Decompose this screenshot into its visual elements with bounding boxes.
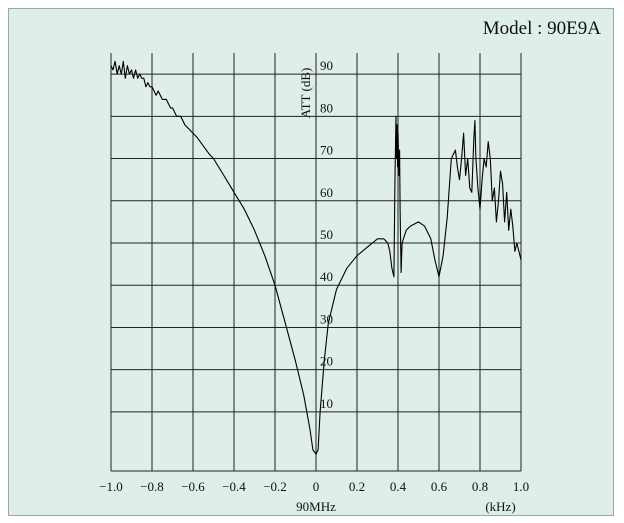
y-tick-label: 90 <box>320 58 333 73</box>
x-tick-label: −0.4 <box>222 479 246 494</box>
x-tick-label: −0.8 <box>140 479 164 494</box>
x-tick-label: 1.0 <box>513 479 529 494</box>
y-tick-label: 80 <box>320 100 333 115</box>
x-tick-label: 0.2 <box>349 479 365 494</box>
y-tick-label: 50 <box>320 227 333 242</box>
y-tick-label: 70 <box>320 143 333 158</box>
y-tick-label: 40 <box>320 269 333 284</box>
x-tick-label: 0.8 <box>472 479 488 494</box>
x-tick-labels: −1.0 −0.8 −0.6 −0.4 −0.2 0 0.2 0.4 0.6 0.8 1.0 <box>99 479 529 494</box>
y-axis-label: ATT (dB) <box>298 68 313 119</box>
attenuation-curve <box>110 60 522 455</box>
x-tick-label: −0.6 <box>181 479 205 494</box>
x-tick-label: 0 <box>313 479 320 494</box>
x-tick-label: 0.6 <box>431 479 448 494</box>
x-tick-label: −1.0 <box>99 479 123 494</box>
x-axis-unit: (kHz) <box>485 499 515 514</box>
chart-frame: Model : 90E9A −1.0 −0.8 −0.6 −0.4 −0.2 0 0.2 0.… <box>8 8 614 516</box>
y-tick-label: 60 <box>320 185 333 200</box>
grid <box>110 53 522 472</box>
y-tick-label: 10 <box>320 396 333 411</box>
attenuation-chart: −1.0 −0.8 −0.6 −0.4 −0.2 0 0.2 0.4 0.6 0.8 1.0 10 2… <box>99 53 529 514</box>
x-tick-label: 0.4 <box>390 479 407 494</box>
x-axis-label: 90MHz <box>296 499 336 514</box>
x-tick-label: −0.2 <box>263 479 287 494</box>
model-label: Model : 90E9A <box>482 18 601 39</box>
y-tick-label: 20 <box>320 354 333 369</box>
series-lines <box>110 60 522 455</box>
